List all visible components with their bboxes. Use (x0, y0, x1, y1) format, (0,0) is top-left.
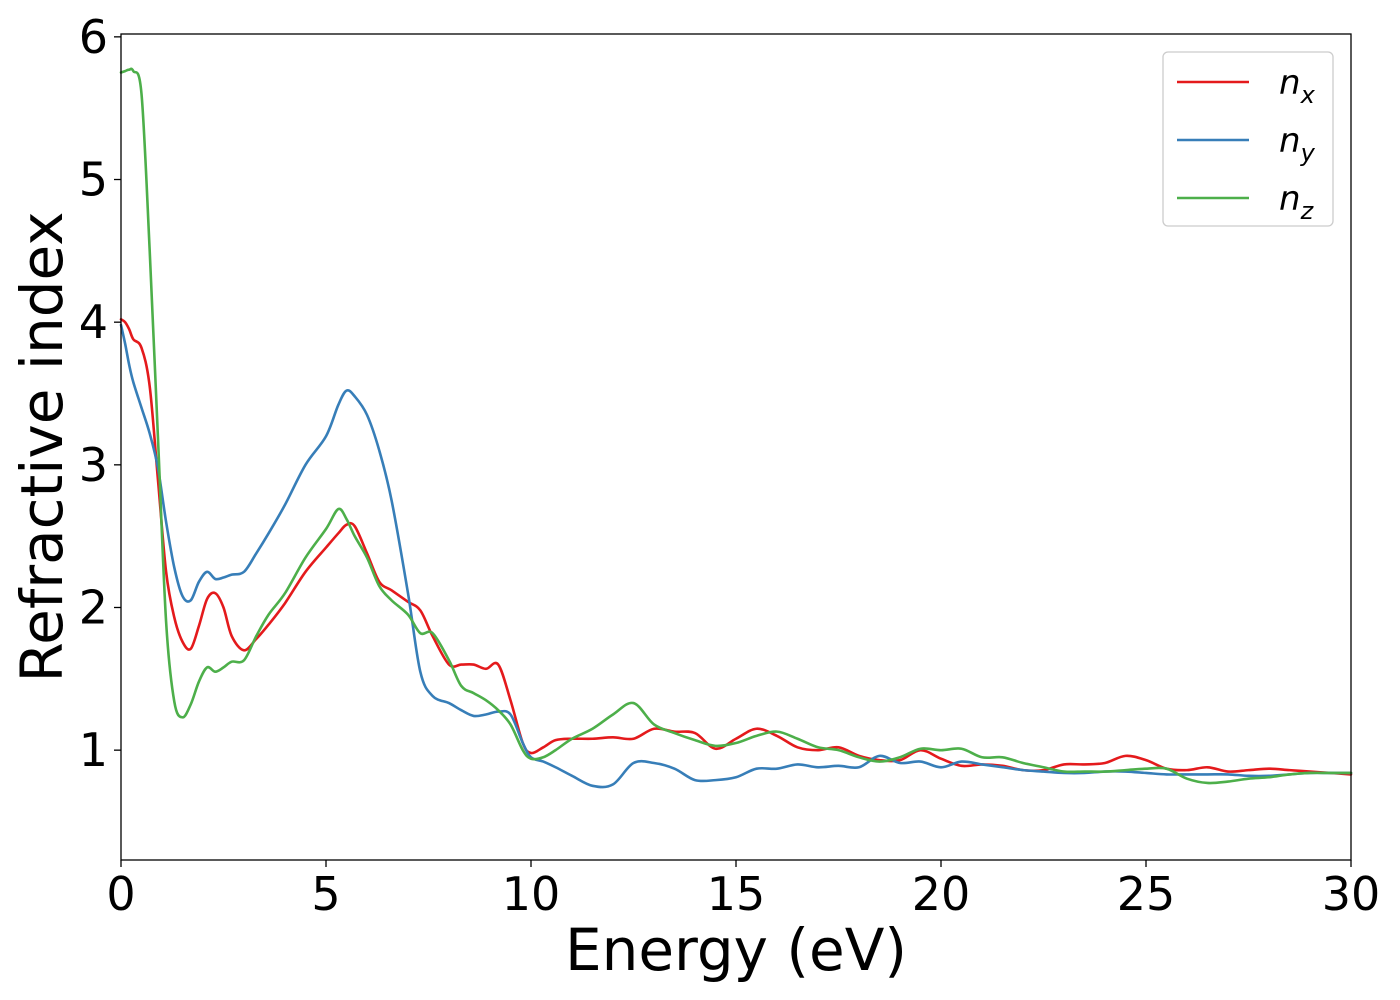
y-tick-label: 6 (79, 10, 108, 64)
x-tick-label: 0 (106, 867, 135, 921)
x-tick-label: 5 (311, 867, 340, 921)
x-axis-title: Energy (eV) (565, 916, 907, 984)
y-axis-ticks: 1 2 3 4 5 6 (79, 10, 121, 777)
y-tick-label: 1 (79, 723, 108, 777)
x-tick-label: 30 (1322, 867, 1381, 921)
series-line-nx (119, 318, 1353, 776)
legend-label: nz (1279, 179, 1315, 225)
y-tick-label: 5 (79, 153, 108, 207)
y-tick-label: 3 (79, 438, 108, 492)
x-tick-label: 25 (1117, 867, 1176, 921)
series-line-nz (119, 67, 1353, 785)
x-tick-label: 15 (707, 867, 766, 921)
y-tick-label: 4 (79, 295, 108, 349)
x-tick-label: 20 (912, 867, 971, 921)
x-axis-ticks: 0 5 10 15 20 25 30 (106, 860, 1380, 921)
legend-label: nx (1279, 63, 1316, 109)
y-tick-label: 2 (79, 580, 108, 634)
plot-lines (119, 67, 1353, 789)
series-line-ny (119, 323, 1353, 789)
x-tick-label: 10 (502, 867, 561, 921)
y-axis-title: Refractive index (8, 211, 76, 682)
legend-label: ny (1279, 121, 1316, 167)
legend: nx ny nz (1162, 51, 1334, 227)
